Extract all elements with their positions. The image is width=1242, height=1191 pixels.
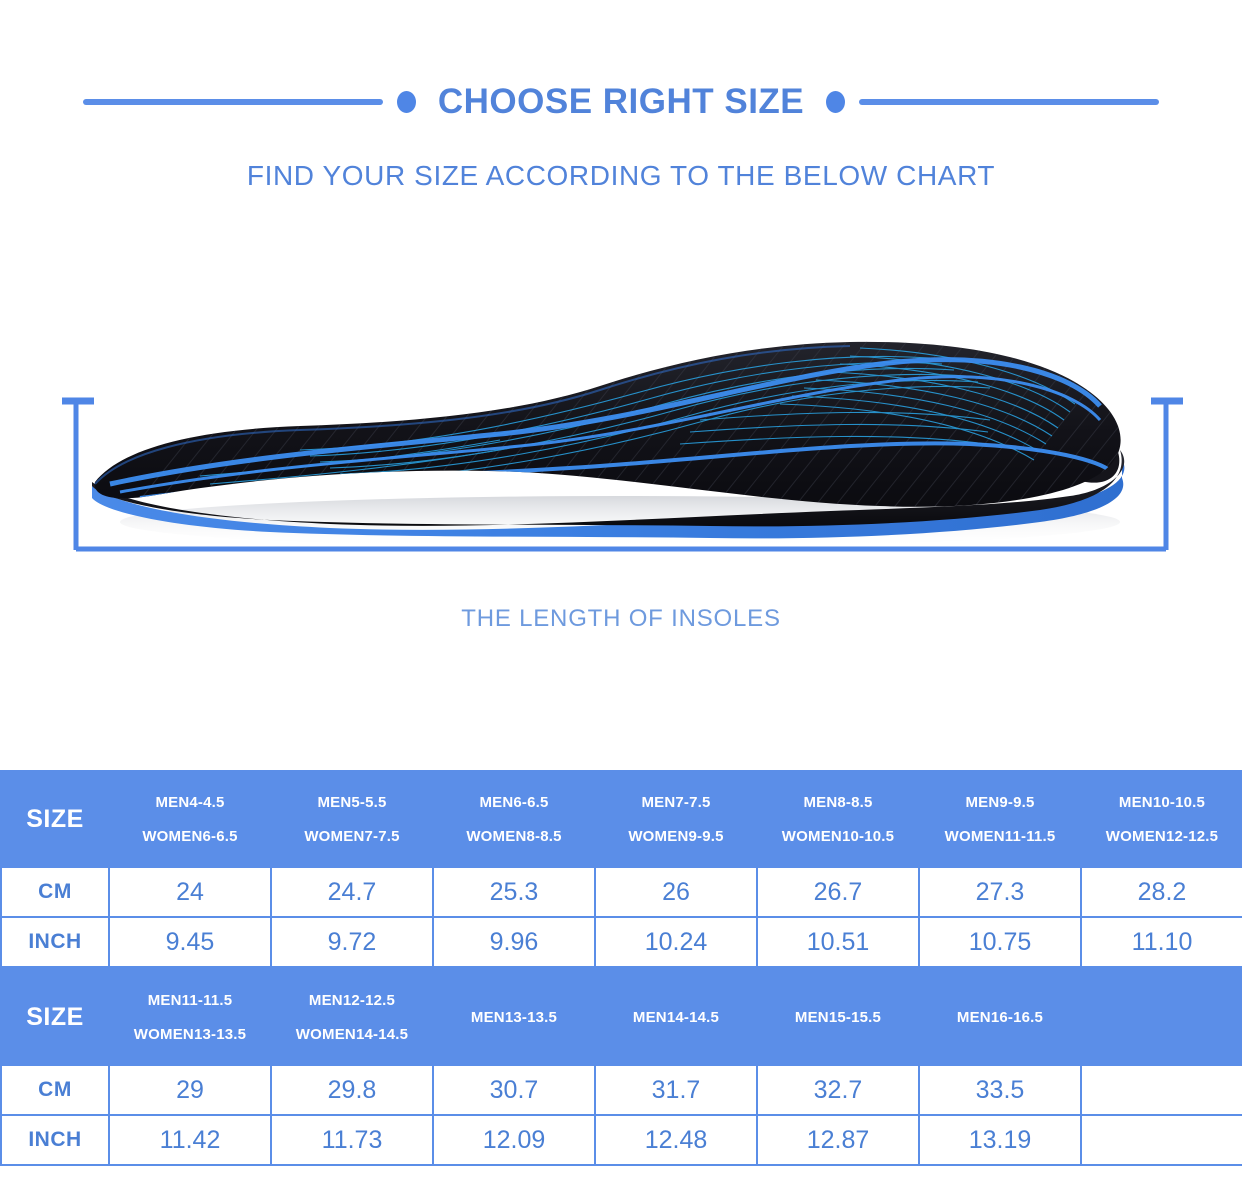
inch-row-label: INCH (0, 1114, 110, 1166)
inch-value-cell: 9.72 (270, 916, 434, 968)
cm-value-cell: 29.8 (270, 1064, 434, 1116)
women-size-label: WOMEN14-14.5 (295, 1025, 409, 1043)
cm-value-cell: 33.5 (918, 1064, 1082, 1116)
women-size-label: WOMEN13-13.5 (133, 1025, 247, 1043)
insole-length-caption: THE LENGTH OF INSOLES (461, 605, 781, 632)
men-size-label: MEN4-4.5 (155, 793, 225, 811)
size-chart-tables: SIZE MEN4-4.5 WOMEN6-6.5 MEN5-5.5 WOMEN7… (0, 770, 1242, 1166)
table-1-cm-row: CM 24 24.7 25.3 26 26.7 27.3 28.2 (0, 866, 1242, 918)
men-size-label: MEN12-12.5 (308, 991, 396, 1009)
cm-value-cell: 31.7 (594, 1064, 758, 1116)
cm-value-cell: 29 (108, 1064, 272, 1116)
title-rule-right (859, 99, 1160, 105)
cm-row-label: CM (0, 866, 110, 918)
men-size-label: MEN16-16.5 (956, 1008, 1044, 1026)
size-column-header: MEN7-7.5 WOMEN9-9.5 (594, 770, 758, 868)
size-column-header-empty (1080, 968, 1242, 1066)
inch-value-cell: 9.96 (432, 916, 596, 968)
women-size-label: WOMEN6-6.5 (142, 827, 238, 845)
title-dot-left (396, 91, 416, 113)
cm-value-cell: 32.7 (756, 1064, 920, 1116)
men-size-label: MEN9-9.5 (965, 793, 1035, 811)
men-size-label: MEN14-14.5 (632, 1008, 720, 1026)
women-size-label: WOMEN8-8.5 (466, 827, 562, 845)
women-size-label: WOMEN7-7.5 (304, 827, 400, 845)
cm-value-cell-empty (1080, 1064, 1242, 1116)
men-size-label: MEN5-5.5 (317, 793, 387, 811)
cm-value-cell: 26 (594, 866, 758, 918)
size-column-header: MEN9-9.5 WOMEN11-11.5 (918, 770, 1082, 868)
size-column-header: MEN14-14.5 (594, 968, 758, 1066)
inch-row-label: INCH (0, 916, 110, 968)
inch-value-cell: 10.51 (756, 916, 920, 968)
inch-value-cell: 11.73 (270, 1114, 434, 1166)
women-size-label: WOMEN12-12.5 (1105, 827, 1219, 845)
men-size-label: MEN6-6.5 (479, 793, 549, 811)
size-column-header: MEN16-16.5 (918, 968, 1082, 1066)
page-subtitle: FIND YOUR SIZE ACCORDING TO THE BELOW CH… (246, 160, 996, 191)
inch-value-cell: 12.09 (432, 1114, 596, 1166)
cm-value-cell: 24 (108, 866, 272, 918)
size-column-header: MEN12-12.5 WOMEN14-14.5 (270, 968, 434, 1066)
inch-value-cell: 13.19 (918, 1114, 1082, 1166)
men-size-label: MEN7-7.5 (641, 793, 711, 811)
table-2-cm-row: CM 29 29.8 30.7 31.7 32.7 33.5 (0, 1064, 1242, 1116)
women-size-label: WOMEN11-11.5 (944, 827, 1056, 845)
inch-value-cell: 10.24 (594, 916, 758, 968)
title-rule-left (82, 99, 383, 105)
women-size-label: WOMEN10-10.5 (781, 827, 895, 845)
inch-value-cell: 9.45 (108, 916, 272, 968)
cm-value-cell: 27.3 (918, 866, 1082, 918)
size-column-header: MEN4-4.5 WOMEN6-6.5 (108, 770, 272, 868)
table-1-header-row: SIZE MEN4-4.5 WOMEN6-6.5 MEN5-5.5 WOMEN7… (0, 770, 1242, 868)
men-size-label: MEN10-10.5 (1118, 793, 1206, 811)
inch-value-cell: 10.75 (918, 916, 1082, 968)
inch-value-cell: 11.42 (108, 1114, 272, 1166)
measure-bracket-right (1151, 397, 1183, 550)
size-table-1: SIZE MEN4-4.5 WOMEN6-6.5 MEN5-5.5 WOMEN7… (0, 770, 1242, 968)
size-column-header: MEN13-13.5 (432, 968, 596, 1066)
cm-value-cell: 26.7 (756, 866, 920, 918)
measure-bracket-left (62, 397, 94, 550)
inch-value-cell: 12.48 (594, 1114, 758, 1166)
size-column-header: MEN6-6.5 WOMEN8-8.5 (432, 770, 596, 868)
men-size-label: MEN8-8.5 (803, 793, 873, 811)
men-size-label: MEN11-11.5 (147, 991, 233, 1009)
cm-value-cell: 24.7 (270, 866, 434, 918)
size-column-header: MEN11-11.5 WOMEN13-13.5 (108, 968, 272, 1066)
size-table-2: SIZE MEN11-11.5 WOMEN13-13.5 MEN12-12.5 … (0, 968, 1242, 1166)
cm-row-label: CM (0, 1064, 110, 1116)
table-2-header-row: SIZE MEN11-11.5 WOMEN13-13.5 MEN12-12.5 … (0, 968, 1242, 1066)
size-column-header: MEN15-15.5 (756, 968, 920, 1066)
women-size-label: WOMEN9-9.5 (628, 827, 724, 845)
table-1-inch-row: INCH 9.45 9.72 9.96 10.24 10.51 10.75 11… (0, 916, 1242, 968)
insole-illustration: Foot arch correctiv (0, 300, 1242, 590)
title-band: CHOOSE RIGHT SIZE (0, 78, 1242, 126)
men-size-label: MEN15-15.5 (794, 1008, 882, 1026)
size-header-label: SIZE (0, 968, 110, 1066)
inch-value-cell: 11.10 (1080, 916, 1242, 968)
cm-value-cell: 25.3 (432, 866, 596, 918)
inch-value-cell: 12.87 (756, 1114, 920, 1166)
cm-value-cell: 30.7 (432, 1064, 596, 1116)
inch-value-cell-empty (1080, 1114, 1242, 1166)
size-header-label: SIZE (0, 770, 110, 868)
cm-value-cell: 28.2 (1080, 866, 1242, 918)
men-size-label: MEN13-13.5 (470, 1008, 558, 1026)
size-column-header: MEN8-8.5 WOMEN10-10.5 (756, 770, 920, 868)
title-dot-right (826, 91, 846, 113)
size-column-header: MEN10-10.5 WOMEN12-12.5 (1080, 770, 1242, 868)
page-title: CHOOSE RIGHT SIZE (437, 82, 805, 121)
size-column-header: MEN5-5.5 WOMEN7-7.5 (270, 770, 434, 868)
table-2-inch-row: INCH 11.42 11.73 12.09 12.48 12.87 13.19 (0, 1114, 1242, 1166)
